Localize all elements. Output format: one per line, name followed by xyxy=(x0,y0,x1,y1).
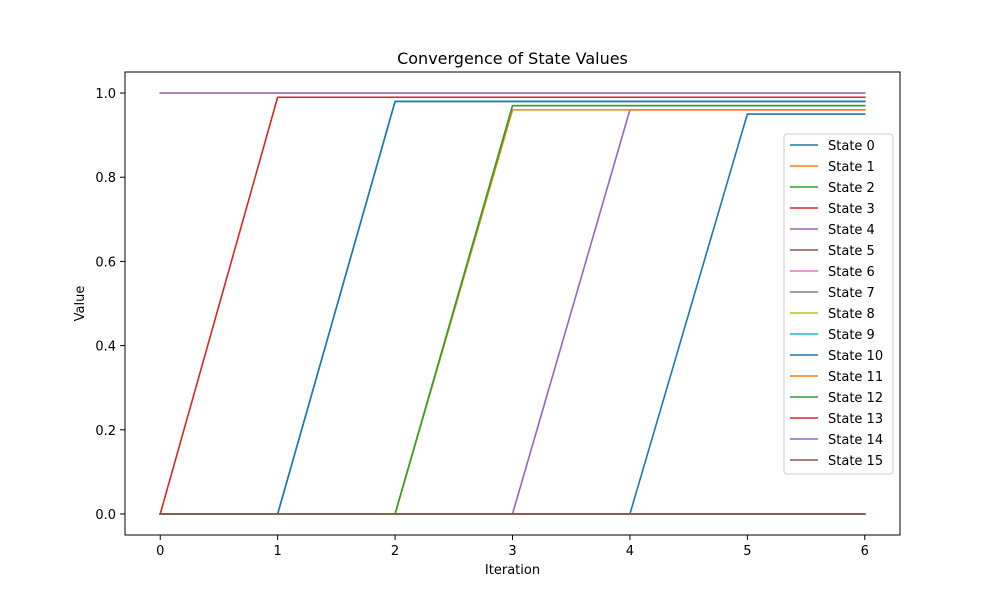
y-tick-label: 0.4 xyxy=(95,340,116,355)
series-line-state-12 xyxy=(159,104,866,515)
legend-label: State 0 xyxy=(828,139,875,154)
legend-label: State 6 xyxy=(828,265,875,280)
y-axis: 0.0 0.2 0.4 0.6 0.8 1.0 xyxy=(95,87,125,523)
x-tick-label: 1 xyxy=(274,544,282,559)
legend-label: State 14 xyxy=(828,433,883,448)
legend-label: State 2 xyxy=(828,181,875,196)
legend-entries: State 0 State 1 State 2 State 3 State 4 State… xyxy=(790,139,883,469)
legend-label: State 12 xyxy=(828,391,883,406)
y-axis-title: Value xyxy=(73,286,88,322)
legend-label: State 9 xyxy=(828,328,875,343)
chart-title: Convergence of State Values xyxy=(397,49,628,68)
series-line-state-8 xyxy=(159,104,866,515)
legend-label: State 10 xyxy=(828,349,883,364)
series-line-state-0 xyxy=(159,113,866,515)
y-tick-label: 0.2 xyxy=(95,424,116,439)
series-line-state-11 xyxy=(159,109,866,515)
x-tick-label: 0 xyxy=(156,544,164,559)
series-line-state-9 xyxy=(159,100,866,515)
legend-frame xyxy=(783,133,894,475)
series-line-state-13 xyxy=(159,96,866,515)
x-tick-label: 2 xyxy=(391,544,399,559)
x-tick-label: 3 xyxy=(508,544,516,559)
series-line-state-4 xyxy=(159,109,866,515)
legend: State 0 State 1 State 2 State 3 State 4 State… xyxy=(783,133,894,475)
legend-label: State 11 xyxy=(828,370,883,385)
x-tick-label: 6 xyxy=(861,544,869,559)
legend-label: State 4 xyxy=(828,223,875,238)
legend-label: State 1 xyxy=(828,160,875,175)
legend-label: State 13 xyxy=(828,412,883,427)
x-tick-label: 4 xyxy=(626,544,634,559)
legend-label: State 7 xyxy=(828,286,875,301)
series-line-state-10 xyxy=(159,100,866,515)
legend-label: State 15 xyxy=(828,454,883,469)
y-tick-label: 0.0 xyxy=(95,508,116,523)
x-axis-title: Iteration xyxy=(485,563,540,578)
y-tick-label: 1.0 xyxy=(95,87,116,102)
legend-label: State 8 xyxy=(828,307,875,322)
x-axis: 0 1 2 3 4 5 6 xyxy=(156,535,869,559)
y-tick-label: 0.6 xyxy=(95,255,116,270)
legend-label: State 3 xyxy=(828,202,875,217)
y-tick-label: 0.8 xyxy=(95,171,116,186)
x-tick-label: 5 xyxy=(743,544,751,559)
series-layer xyxy=(159,92,866,515)
legend-label: State 5 xyxy=(828,244,875,259)
